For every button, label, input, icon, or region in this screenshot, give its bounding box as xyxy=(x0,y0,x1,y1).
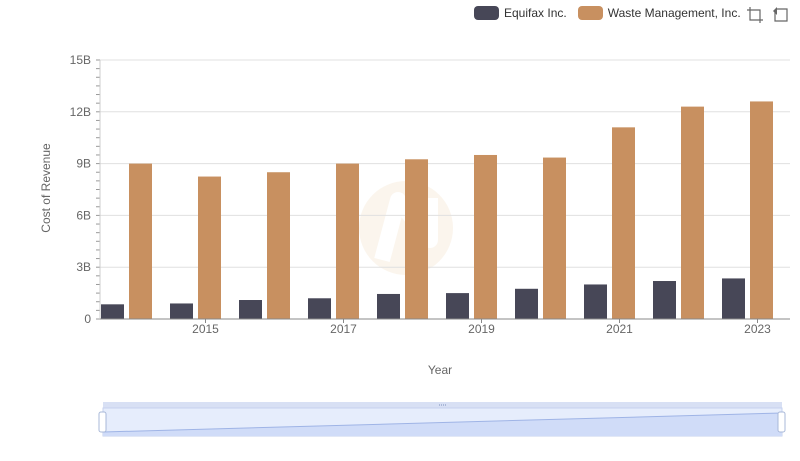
bar-equifax[interactable] xyxy=(446,293,469,319)
bar-waste-management[interactable] xyxy=(336,163,359,319)
bar-equifax[interactable] xyxy=(101,304,124,319)
y-tick-label: 15B xyxy=(70,53,91,67)
restore-icon[interactable] xyxy=(772,6,790,24)
x-tick-label: 2021 xyxy=(606,322,633,336)
bars xyxy=(101,101,773,320)
zoom-handle-right[interactable] xyxy=(777,411,786,433)
bar-equifax[interactable] xyxy=(584,284,607,319)
x-axis-title: Year xyxy=(427,363,453,377)
bar-waste-management[interactable] xyxy=(267,172,290,319)
y-tick-label: 9B xyxy=(76,157,91,171)
bar-waste-management[interactable] xyxy=(543,157,566,319)
y-axis: 0 3B 6B 9B 12B 15B xyxy=(70,53,101,326)
bar-waste-management[interactable] xyxy=(612,127,635,319)
bar-equifax[interactable] xyxy=(653,281,676,319)
zoom-preview-line xyxy=(102,412,783,433)
bar-equifax[interactable] xyxy=(170,303,193,319)
bar-waste-management[interactable] xyxy=(681,106,704,320)
y-tick-label: 3B xyxy=(76,260,91,274)
bar-equifax[interactable] xyxy=(377,293,400,319)
zoom-handle-left[interactable] xyxy=(98,411,107,433)
legend-item-equifax[interactable]: Equifax Inc. xyxy=(474,6,567,20)
x-axis: 2015 2017 2019 2021 2023 xyxy=(100,318,790,336)
x-tick-label: 2015 xyxy=(192,322,219,336)
bar-equifax[interactable] xyxy=(239,300,262,319)
zoom-preview-area xyxy=(103,413,782,436)
y-tick-label: 12B xyxy=(70,105,91,119)
bar-equifax[interactable] xyxy=(308,298,331,319)
x-tick-label: 2017 xyxy=(330,322,357,336)
x-tick-label: 2019 xyxy=(468,322,495,336)
legend: Equifax Inc. Waste Management, Inc. xyxy=(474,4,752,22)
bar-waste-management[interactable] xyxy=(198,176,221,319)
zoom-select-icon[interactable] xyxy=(746,6,764,24)
bar-waste-management[interactable] xyxy=(129,163,152,319)
bar-equifax[interactable] xyxy=(515,288,538,319)
legend-label-waste-management: Waste Management, Inc. xyxy=(607,6,741,20)
data-zoom-slider[interactable] xyxy=(98,402,786,437)
bar-waste-management[interactable] xyxy=(750,101,773,319)
legend-item-waste-management[interactable]: Waste Management, Inc. xyxy=(577,6,741,20)
bar-waste-management[interactable] xyxy=(405,159,428,319)
legend-swatch-equifax xyxy=(474,6,499,20)
y-axis-title: Cost of Revenue xyxy=(39,143,53,233)
legend-label-equifax: Equifax Inc. xyxy=(504,6,567,20)
zoom-top-bar[interactable] xyxy=(103,402,782,408)
y-tick-label: 6B xyxy=(76,208,91,222)
legend-swatch-waste-management xyxy=(577,6,603,20)
bar-waste-management[interactable] xyxy=(474,154,497,319)
y-tick-label: 0 xyxy=(84,312,91,326)
bar-equifax[interactable] xyxy=(722,278,745,319)
x-tick-label: 2023 xyxy=(744,322,771,336)
